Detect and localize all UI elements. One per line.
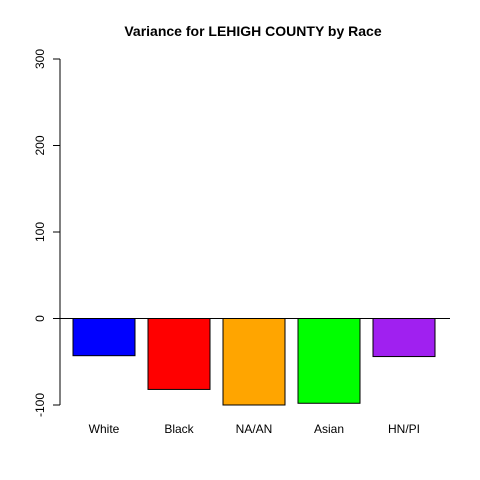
x-tick-label: Asian (314, 422, 344, 436)
y-tick-label: 100 (33, 222, 47, 242)
bar-na-an (222, 318, 286, 406)
y-tick-label: 300 (33, 49, 47, 69)
bar-white (72, 318, 136, 357)
x-tick-label: NA/AN (236, 422, 273, 436)
bar-group (72, 318, 436, 406)
y-axis: -100 0 100 200 300 (33, 49, 61, 417)
chart-title: Variance for LEHIGH COUNTY by Race (124, 23, 381, 39)
bar-asian (297, 318, 361, 404)
x-axis-labels: White Black NA/AN Asian HN/PI (89, 422, 420, 436)
bar-hn-pi (372, 318, 436, 358)
x-tick-label: Black (164, 422, 194, 436)
x-tick-label: HN/PI (388, 422, 420, 436)
y-tick-label: -100 (33, 393, 47, 417)
y-tick-label: 200 (33, 135, 47, 155)
y-tick-label: 0 (33, 315, 47, 322)
bar-black (147, 318, 211, 390)
x-tick-label: White (89, 422, 120, 436)
